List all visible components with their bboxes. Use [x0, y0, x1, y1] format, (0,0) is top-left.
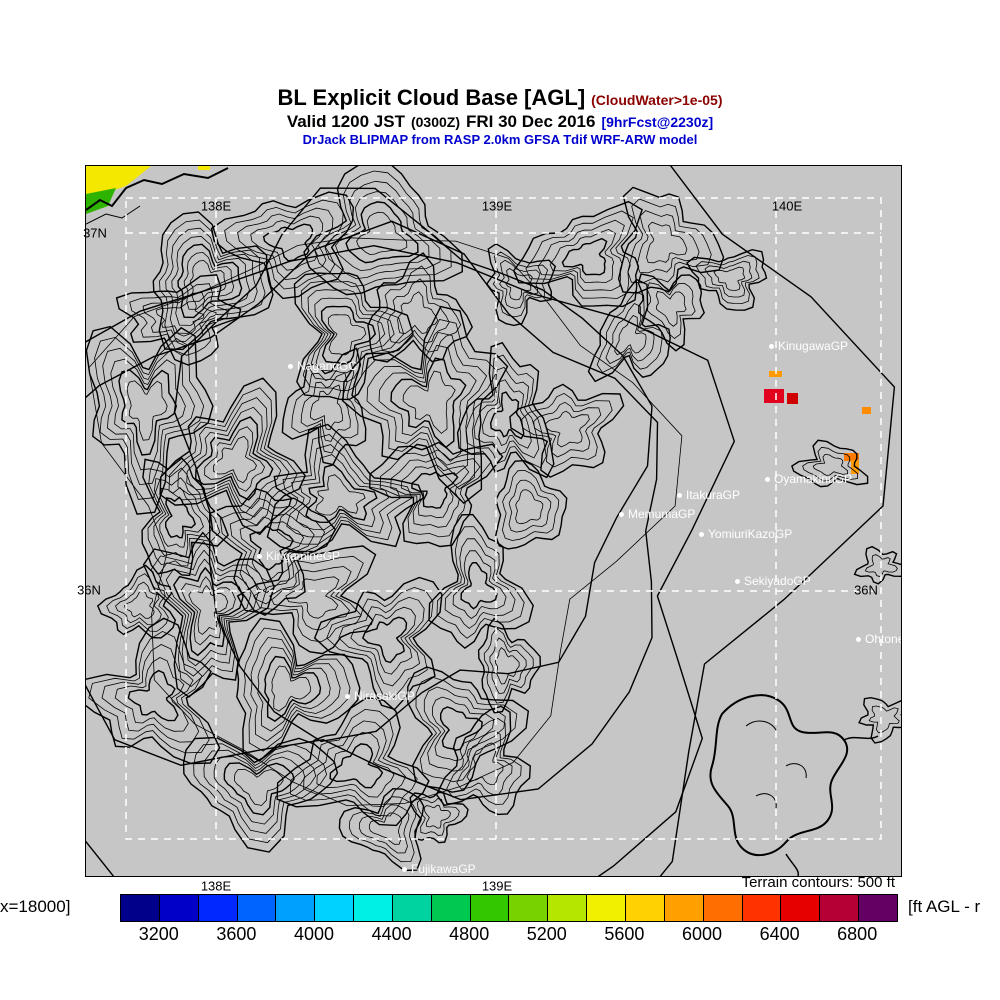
- colorbar-segment: [237, 895, 277, 921]
- plot-title: BL Explicit Cloud Base [AGL]: [277, 85, 586, 110]
- colorbar-tick-4800: 4800: [449, 924, 490, 944]
- colorbar-segment: [625, 895, 665, 921]
- site-label: OyamakinuGP: [774, 472, 853, 486]
- title-block: BL Explicit Cloud Base [AGL] (CloudWater>…: [0, 86, 1000, 148]
- site-marker-YomiuriKazoGP: YomiuriKazoGP: [699, 527, 792, 541]
- colorbar-segment: [548, 895, 588, 921]
- site-dot: [402, 866, 407, 872]
- map-area: NaganoGC KirigamineGP NirasakiGP FujikawaGP…: [85, 165, 902, 877]
- cloud-patch: [198, 166, 210, 170]
- plot-title-qualifier: (CloudWater>1e-05): [591, 92, 723, 108]
- site-dot: [257, 553, 262, 559]
- map-canvas: [86, 166, 901, 876]
- site-marker-MemumaGP: MemumaGP: [619, 507, 695, 521]
- site-dot: [856, 636, 861, 642]
- colorbar-segment: [742, 895, 782, 921]
- site-markers-layer: NaganoGC KirigamineGP NirasakiGP FujikawaGP…: [86, 166, 901, 876]
- site-label: YomiuriKazoGP: [708, 527, 793, 541]
- site-label: NirasakiGP: [354, 689, 415, 703]
- colorbar-tick-5600: 5600: [604, 924, 645, 944]
- colorbar-tick-6800: 6800: [837, 924, 878, 944]
- site-label: FujikawaGP: [411, 862, 476, 876]
- colorbar-tick-5200: 5200: [526, 924, 567, 944]
- colorbar-segment: [315, 895, 355, 921]
- colorbar-segment: [587, 895, 626, 921]
- site-dot: [769, 343, 774, 349]
- coastline: [709, 694, 879, 876]
- terrain-contours-note: Terrain contours: 500 ft: [741, 874, 895, 891]
- grid-label-138e: 138E: [200, 878, 232, 894]
- colorbar-tick-3600: 3600: [216, 924, 257, 944]
- colorbar-segment: [354, 895, 393, 921]
- site-dot: [735, 578, 740, 584]
- site-label: ItakuraGP: [686, 488, 741, 502]
- valid-time: Valid 1200 JST: [286, 112, 405, 131]
- title-line-2: Valid 1200 JST (0300Z) FRI 30 Dec 2016 [9hr…: [0, 112, 1000, 132]
- site-dot: [288, 363, 293, 369]
- colorbar-segment: [159, 895, 199, 921]
- site-marker-SekiyadoGP: SekiyadoGP: [735, 574, 811, 588]
- site-marker-NaganoGC: NaganoGC: [288, 359, 357, 373]
- site-dot: [677, 492, 682, 498]
- site-marker-OhtoneGP: OhtoneGP: [856, 632, 901, 646]
- colorbar-tick-4400: 4400: [371, 924, 412, 944]
- site-label: KinugawaGP: [778, 339, 849, 353]
- max-value-label: x=18000]: [0, 897, 71, 916]
- valid-date: FRI 30 Dec 2016: [466, 112, 596, 131]
- colorbar-segment: [781, 895, 821, 921]
- cloud-patch: [787, 393, 798, 404]
- site-marker-KirigamineGP: KirigamineGP: [257, 549, 340, 563]
- site-marker-NirasakiGP: NirasakiGP: [345, 689, 415, 703]
- site-dot: [765, 476, 770, 482]
- colorbar-segment: [859, 895, 897, 921]
- title-line-1: BL Explicit Cloud Base [AGL] (CloudWater>…: [0, 86, 1000, 112]
- colorbar-segment: [121, 895, 160, 921]
- colorbar-segment: [276, 895, 316, 921]
- colorbar-segment: [198, 895, 238, 921]
- colorbar-tick-6000: 6000: [681, 924, 723, 944]
- site-label: OhtoneGP: [865, 632, 901, 646]
- colorbar-segment: [509, 895, 549, 921]
- colorbar-segment: [664, 895, 704, 921]
- site-label: KirigamineGP: [266, 549, 341, 563]
- latlon-grid: [125, 197, 882, 840]
- colorbar-segment: [431, 895, 471, 921]
- model-credit: DrJack BLIPMAP from RASP 2.0km GFSA Tdif…: [302, 132, 698, 147]
- colorbar-segment: [703, 895, 743, 921]
- cloud-patch: [844, 453, 859, 461]
- colorbar-segment: [820, 895, 860, 921]
- site-marker-FujikawaGP: FujikawaGP: [402, 862, 476, 876]
- site-dot: [699, 531, 704, 537]
- grid-label-139e: 139E: [481, 878, 513, 894]
- colorbar-segment: [470, 895, 510, 921]
- site-marker-KinugawaGP: KinugawaGP: [769, 339, 848, 353]
- colorbar-tick-4000: 4000: [293, 924, 335, 944]
- valid-time-utc: (0300Z): [410, 114, 460, 130]
- units-label: [ft AGL - r: [908, 897, 981, 916]
- colorbar-tick-3200: 3200: [138, 924, 179, 944]
- terrain-contours: [86, 166, 901, 876]
- site-label: MemumaGP: [628, 507, 696, 521]
- site-label: SekiyadoGP: [744, 574, 811, 588]
- cloud-patch: [764, 389, 784, 403]
- site-marker-ItakuraGP: ItakuraGP: [677, 488, 740, 502]
- colorbar-tick-6400: 6400: [759, 924, 800, 944]
- site-marker-OyamakinuGP: OyamakinuGP: [765, 472, 852, 486]
- forecast-cycle: [9hrFcst@2230z]: [601, 114, 714, 130]
- colorbar: [120, 894, 898, 922]
- site-dot: [619, 511, 624, 517]
- colorbar-segment: [392, 895, 432, 921]
- site-label: NaganoGC: [297, 359, 358, 373]
- site-dot: [345, 693, 350, 699]
- cloud-patch: [862, 407, 871, 414]
